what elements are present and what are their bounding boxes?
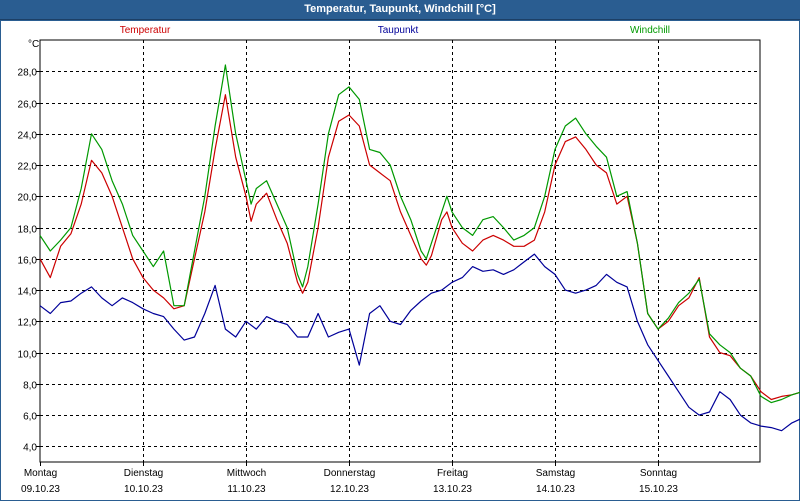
- y-tick-label: 28,0: [18, 68, 38, 79]
- x-tick-date-label: 09.10.23: [21, 484, 60, 495]
- x-tick-day-label: Samstag: [536, 468, 575, 479]
- x-tick-day-label: Mittwoch: [227, 468, 266, 479]
- y-tick-label: 18,0: [18, 225, 38, 236]
- y-tick-label: 14,0: [18, 287, 38, 298]
- y-tick-label: 22,0: [18, 162, 38, 173]
- x-tick-day-label: Sonntag: [640, 468, 677, 479]
- x-tick-date-label: 10.10.23: [124, 484, 163, 495]
- x-tick-day-label: Freitag: [437, 468, 468, 479]
- series-line-windchill: [39, 64, 800, 404]
- legend-label-taupunkt: Taupunkt: [378, 25, 419, 36]
- y-tick-label: 6,0: [23, 412, 37, 423]
- legend-label-temperatur: Temperatur: [120, 25, 171, 36]
- x-tick-day-label: Donnerstag: [324, 468, 376, 479]
- legend-label-windchill: Windchill: [630, 25, 670, 36]
- y-tick-label: 24,0: [18, 131, 38, 142]
- y-tick-label: 12,0: [18, 318, 38, 329]
- y-tick-label: 8,0: [23, 381, 37, 392]
- y-tick-label: 10,0: [18, 350, 38, 361]
- y-tick-label: 20,0: [18, 193, 38, 204]
- series-line-temperatur: [39, 94, 800, 401]
- line-chart: 4,0 6,0 8,0 10,0 12,0 14,0 16,0 18,0 20,0 22,0 24,…: [18, 25, 800, 495]
- x-tick-date-label: 15.10.23: [639, 484, 678, 495]
- y-axis-label: °C: [28, 39, 39, 50]
- y-tick-label: 4,0: [23, 443, 37, 454]
- series-line-taupunkt: [39, 253, 800, 432]
- x-tick-date-label: 14.10.23: [536, 484, 575, 495]
- x-tick-date-label: 13.10.23: [433, 484, 472, 495]
- x-tick-day-label: Dienstag: [124, 468, 163, 479]
- plot-area: [39, 39, 761, 463]
- x-tick-date-label: 12.10.23: [330, 484, 369, 495]
- y-tick-label: 26,0: [18, 100, 38, 111]
- x-tick-day-label: Montag: [24, 468, 57, 479]
- window-title: Temperatur, Taupunkt, Windchill [°C]: [304, 3, 496, 15]
- x-tick-date-label: 11.10.23: [227, 484, 266, 495]
- chart-title-bar: Temperatur, Taupunkt, Windchill [°C]: [0, 0, 800, 20]
- y-tick-label: 16,0: [18, 256, 38, 267]
